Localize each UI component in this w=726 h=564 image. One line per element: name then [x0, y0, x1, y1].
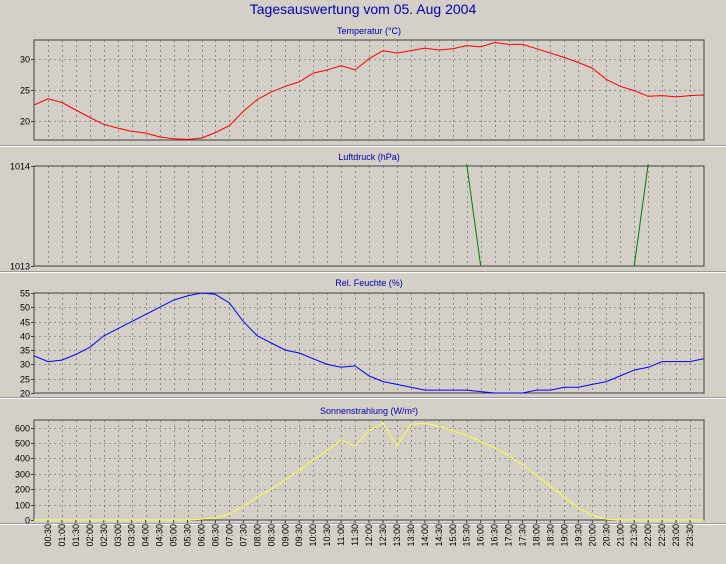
- y-tick-label: 500: [15, 439, 30, 449]
- y-tick-label: 200: [15, 485, 30, 495]
- series-line-luftdruck-hpa: [466, 163, 482, 267]
- y-tick-label: 0: [25, 516, 30, 526]
- x-tick-label: 01:30: [71, 524, 81, 547]
- y-tick-label: 1013: [10, 262, 30, 272]
- y-tick-label: 50: [20, 303, 30, 313]
- x-tick-label: 20:00: [587, 524, 597, 547]
- y-tick-label: 400: [15, 454, 30, 464]
- y-tick-label: 1014: [10, 162, 30, 172]
- x-tick-label: 15:00: [448, 524, 458, 547]
- y-tick-label: 600: [15, 424, 30, 434]
- x-tick-label: 18:30: [546, 524, 556, 547]
- x-tick-label: 02:00: [85, 524, 95, 547]
- series-line-rel-feuchte: [33, 292, 704, 394]
- panel-title: Luftdruck (hPa): [338, 152, 400, 162]
- panel-title: Sonnenstrahlung (W/m²): [320, 406, 418, 416]
- y-tick-label: 30: [20, 55, 30, 65]
- x-tick-label: 23:30: [685, 524, 695, 547]
- chart-panel-luftdruck-hpa: Luftdruck (hPa) 1013 1014: [0, 152, 726, 273]
- x-tick-label: 23:00: [671, 524, 681, 547]
- x-tick-label: 05:30: [183, 524, 193, 547]
- plot-area: [33, 165, 705, 267]
- x-tick-label: 02:30: [99, 524, 109, 547]
- y-tick-label: 20: [20, 117, 30, 127]
- x-tick-label: 06:30: [211, 524, 221, 547]
- x-tick-label: 20:30: [601, 524, 611, 547]
- y-tick-label: 40: [20, 332, 30, 342]
- x-tick-label: 09:30: [294, 524, 304, 547]
- x-tick-label: 11:30: [350, 524, 360, 546]
- y-tick-label: 100: [15, 501, 30, 511]
- page-title: Tagesauswertung vom 05. Aug 2004: [249, 1, 477, 17]
- series-line-luftdruck-hpa: [633, 163, 649, 267]
- x-tick-label: 14:00: [420, 524, 430, 547]
- x-tick-label: 19:00: [559, 524, 569, 547]
- x-tick-label: 07:30: [238, 524, 248, 547]
- y-tick-label: 30: [20, 360, 30, 370]
- x-tick-label: 03:30: [127, 524, 137, 547]
- y-tick-label: 35: [20, 346, 30, 356]
- x-tick-label: 18:00: [532, 524, 542, 547]
- y-tick-label: 45: [20, 318, 30, 328]
- x-tick-label: 06:00: [197, 524, 207, 547]
- plot-area: [33, 292, 705, 394]
- time-axis: 00:30 01:00 01:30 02:00 02:30 03:00 03:30 04:00…: [43, 520, 695, 547]
- x-tick-label: 11:00: [336, 524, 346, 546]
- y-tick-label: 25: [20, 86, 30, 96]
- y-tick-label: 300: [15, 470, 30, 480]
- x-tick-label: 10:00: [308, 524, 318, 547]
- x-tick-label: 16:30: [490, 524, 500, 547]
- x-tick-label: 17:00: [504, 524, 514, 547]
- x-tick-label: 08:30: [266, 524, 276, 547]
- x-tick-label: 21:00: [615, 524, 625, 547]
- x-tick-label: 09:00: [280, 524, 290, 547]
- x-tick-label: 17:30: [518, 524, 528, 547]
- plot-area: [33, 39, 705, 141]
- x-tick-label: 22:30: [657, 524, 667, 547]
- series-line-sonnenstrahlung-w-m: [34, 422, 704, 521]
- plot-area: [33, 419, 705, 521]
- y-tick-label: 20: [20, 389, 30, 399]
- x-tick-label: 15:30: [462, 524, 472, 547]
- x-tick-label: 22:00: [643, 524, 653, 547]
- chart-panel-temperatur-c: Temperatur (°C) 20 25 30: [0, 26, 726, 147]
- x-tick-label: 04:00: [141, 524, 151, 547]
- x-tick-label: 07:00: [224, 524, 234, 547]
- x-tick-label: 13:00: [392, 524, 402, 547]
- x-tick-label: 14:30: [434, 524, 444, 547]
- x-tick-label: 00:30: [43, 524, 53, 547]
- chart-panel-rel-feuchte: Rel. Feuchte (%) 20 25 30 35 40 45 50 55: [0, 278, 726, 399]
- x-tick-label: 05:00: [169, 524, 179, 547]
- panel-title: Rel. Feuchte (%): [335, 278, 403, 288]
- x-tick-label: 21:30: [629, 524, 639, 547]
- x-tick-label: 04:30: [155, 524, 165, 547]
- x-tick-label: 01:00: [57, 524, 67, 547]
- x-tick-label: 08:00: [252, 524, 262, 547]
- x-tick-label: 12:30: [378, 524, 388, 547]
- y-tick-label: 25: [20, 375, 30, 385]
- y-tick-label: 55: [20, 289, 30, 299]
- x-tick-label: 03:00: [113, 524, 123, 547]
- x-tick-label: 12:00: [364, 524, 374, 547]
- series-line-temperatur-c: [33, 41, 704, 140]
- chart-panel-sonnenstrahlung-w-m: Sonnenstrahlung (W/m²) 0 100 200 300 400 500 60…: [0, 406, 726, 526]
- x-tick-label: 19:30: [573, 524, 583, 547]
- panel-title: Temperatur (°C): [337, 26, 401, 36]
- x-tick-label: 10:30: [322, 524, 332, 547]
- x-tick-label: 13:30: [406, 524, 416, 547]
- x-tick-label: 16:00: [476, 524, 486, 547]
